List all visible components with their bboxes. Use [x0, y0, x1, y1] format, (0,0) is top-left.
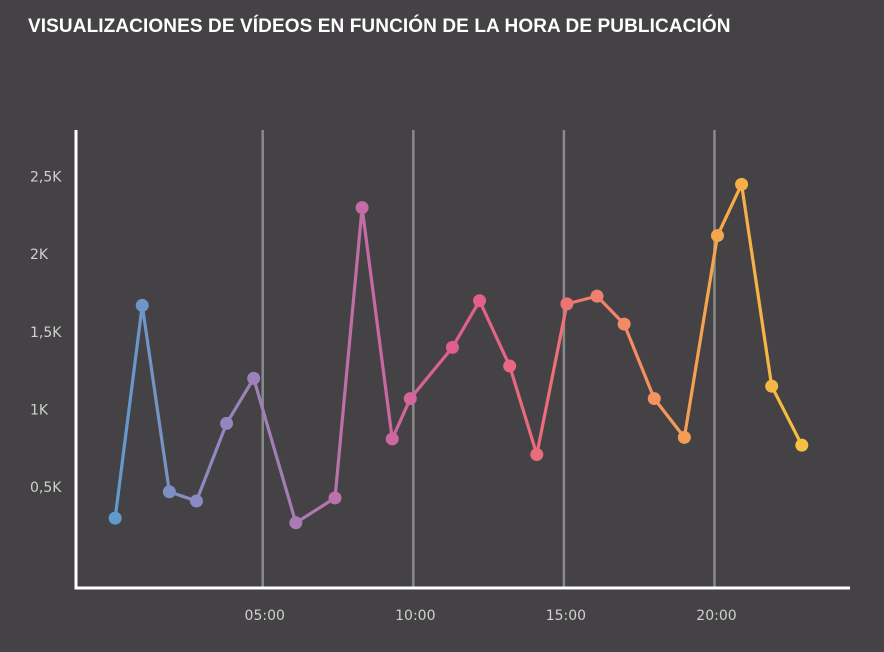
data-point: [108, 511, 122, 525]
data-point: [403, 392, 417, 406]
y-tick-label: 2,5K: [30, 170, 62, 186]
series-line: [113, 182, 804, 525]
x-tick-label: 15:00: [546, 608, 586, 624]
data-point: [135, 298, 149, 312]
data-point: [647, 392, 661, 406]
data-point: [220, 416, 234, 430]
x-tick-label: 20:00: [696, 608, 736, 624]
data-point: [590, 289, 604, 303]
data-point: [530, 447, 544, 461]
data-point: [560, 297, 574, 311]
chart-title: VISUALIZACIONES DE VÍDEOS EN FUNCIÓN DE …: [28, 16, 731, 37]
y-tick-label: 2K: [30, 247, 49, 263]
data-point: [473, 294, 487, 308]
data-point: [289, 516, 303, 530]
data-point: [710, 229, 724, 243]
data-point: [795, 438, 809, 452]
data-point: [445, 340, 459, 354]
data-point: [328, 491, 342, 505]
data-point: [162, 485, 176, 499]
data-point: [765, 379, 779, 393]
y-tick-label: 0,5K: [30, 480, 62, 496]
data-point: [617, 317, 631, 331]
x-tick-label: 10:00: [395, 608, 435, 624]
y-tick-label: 1K: [30, 402, 49, 418]
data-point: [247, 371, 261, 385]
data-point: [355, 201, 369, 215]
y-tick-label: 1,5K: [30, 325, 62, 341]
data-point: [503, 359, 517, 373]
data-point: [189, 494, 203, 508]
x-tick-label: 05:00: [245, 608, 285, 624]
data-point: [385, 432, 399, 446]
data-point: [735, 177, 749, 191]
data-point: [677, 430, 691, 444]
